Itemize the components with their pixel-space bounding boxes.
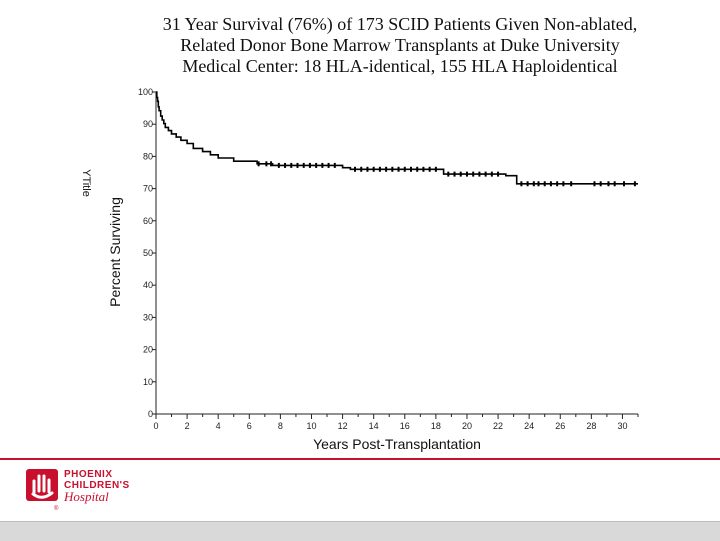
y-axis-label: Percent Surviving <box>107 197 123 307</box>
y-tick-label: 20 <box>143 345 153 355</box>
chart-title: 31 Year Survival (76%) of 173 SCID Patie… <box>150 14 650 77</box>
x-tick-label: 30 <box>617 421 627 431</box>
y-tick-label: 10 <box>143 377 153 387</box>
x-tick-label: 20 <box>462 421 472 431</box>
y-tick-label: 30 <box>143 312 153 322</box>
y-tick-label: 60 <box>143 216 153 226</box>
y-axis-stray-title: YTitle <box>80 169 92 197</box>
x-tick-label: 8 <box>278 421 283 431</box>
registered-mark: ® <box>54 505 59 511</box>
logo-word-childrens: CHILDREN'S <box>64 480 130 491</box>
hospital-logo: PHOENIX CHILDREN'S Hospital <box>64 469 130 504</box>
x-tick-label: 26 <box>555 421 565 431</box>
title-line-1: 31 Year Survival (76%) of 173 SCID Patie… <box>162 14 638 34</box>
footer-bar <box>0 521 720 541</box>
y-tick-label: 80 <box>143 151 153 161</box>
x-tick-label: 2 <box>185 421 190 431</box>
logo-word-hospital: Hospital <box>64 489 109 504</box>
logo-word-phoenix: PHOENIX <box>64 469 113 480</box>
x-tick-label: 4 <box>216 421 221 431</box>
title-line-3: Medical Center: 18 HLA-identical, 155 HL… <box>182 56 618 76</box>
y-tick-label: 70 <box>143 184 153 194</box>
y-tick-label: 0 <box>148 409 153 419</box>
x-tick-label: 14 <box>369 421 379 431</box>
x-tick-label: 28 <box>586 421 596 431</box>
y-tick-label: 90 <box>143 119 153 129</box>
y-tick-label: 40 <box>143 280 153 290</box>
y-tick-label: 100 <box>138 87 153 97</box>
x-tick-label: 16 <box>400 421 410 431</box>
x-tick-label: 22 <box>493 421 503 431</box>
x-tick-label: 6 <box>247 421 252 431</box>
x-axis-label: Years Post-Transplantation <box>313 436 481 452</box>
hand-logo-icon: ® <box>26 469 59 511</box>
x-tick-label: 10 <box>306 421 316 431</box>
x-tick-label: 18 <box>431 421 441 431</box>
title-line-2: Related Donor Bone Marrow Transplants at… <box>180 35 620 55</box>
y-tick-label: 50 <box>143 248 153 258</box>
x-tick-label: 12 <box>338 421 348 431</box>
survival-curve <box>156 91 638 185</box>
x-tick-label: 0 <box>153 421 158 431</box>
x-tick-label: 24 <box>524 421 534 431</box>
footer-divider <box>0 458 720 460</box>
